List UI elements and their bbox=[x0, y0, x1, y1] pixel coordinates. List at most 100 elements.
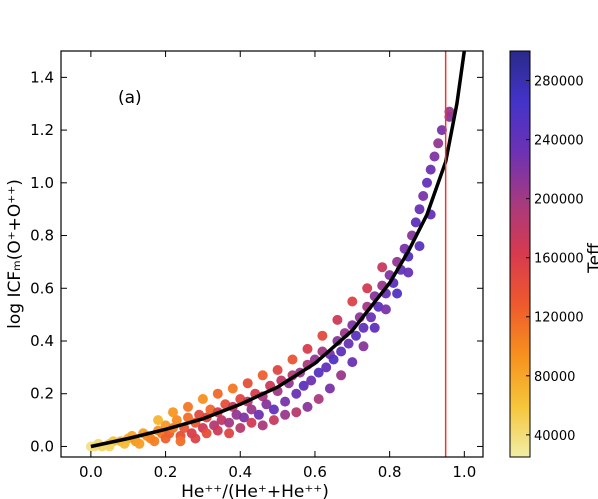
scatter-point bbox=[373, 301, 384, 312]
colorbar-tick-label: 40000 bbox=[534, 429, 575, 444]
colorbar-tick-label: 120000 bbox=[534, 311, 584, 326]
x-tick-label: 0.2 bbox=[154, 463, 178, 481]
scatter-point bbox=[313, 367, 324, 378]
colorbar-tick-label: 280000 bbox=[534, 75, 584, 90]
scatter-point bbox=[239, 412, 249, 423]
scatter-point bbox=[268, 415, 279, 426]
scatter-point bbox=[313, 394, 324, 404]
scatter-point bbox=[392, 288, 403, 299]
colorbar-tick-label: 240000 bbox=[534, 134, 584, 149]
x-tick-label: 0.0 bbox=[79, 463, 103, 481]
scatter-point bbox=[347, 296, 358, 307]
scatter-point bbox=[369, 322, 380, 333]
colorbar-tick-label: 80000 bbox=[534, 370, 575, 385]
scatter-point bbox=[183, 412, 193, 423]
scatter-point bbox=[224, 428, 235, 439]
x-tick-label: 0.4 bbox=[228, 463, 252, 481]
x-tick-label: 0.6 bbox=[303, 463, 327, 481]
scatter-point bbox=[422, 177, 432, 188]
y-axis-ticks: 0.0 0.2 0.4 0.6 0.8 1.0 1.2 1.4 bbox=[30, 68, 483, 455]
scatter-point bbox=[224, 417, 235, 428]
y-tick-label: 1.0 bbox=[30, 174, 54, 192]
colorbar-tick-label: 160000 bbox=[534, 252, 584, 267]
x-axis-label: He⁺⁺/(He⁺+He⁺⁺) bbox=[181, 482, 329, 499]
x-axis-ticks: 0.0 0.2 0.4 0.6 0.8 1.0 bbox=[79, 51, 476, 481]
colorbar bbox=[509, 50, 531, 458]
scatter-point bbox=[227, 383, 238, 394]
scatter-point bbox=[433, 138, 444, 149]
scatter-point bbox=[231, 409, 242, 420]
scatter-point bbox=[321, 362, 332, 373]
x-tick-label: 0.8 bbox=[378, 463, 402, 481]
scatter-point bbox=[358, 322, 369, 333]
y-tick-label: 1.4 bbox=[30, 68, 54, 86]
colorbar-tick-label: 200000 bbox=[534, 193, 584, 208]
scatter-point bbox=[175, 436, 186, 447]
y-axis-label: log ICFₘ(O⁺+O⁺⁺) bbox=[5, 179, 25, 329]
scatter-point bbox=[190, 433, 201, 444]
scatter-point bbox=[425, 164, 436, 175]
scatter-point bbox=[257, 370, 268, 381]
scatter-point bbox=[347, 357, 358, 368]
scatter-point bbox=[287, 354, 298, 365]
scatter-points bbox=[85, 106, 455, 452]
scatter-point bbox=[268, 404, 279, 415]
scatter-point bbox=[302, 401, 313, 412]
y-tick-label: 0.4 bbox=[30, 332, 54, 350]
y-tick-label: 0.2 bbox=[30, 385, 54, 403]
scatter-point bbox=[235, 423, 246, 433]
scatter-point bbox=[429, 151, 440, 162]
scatter-point bbox=[160, 433, 171, 444]
colorbar-ticks: 40000 80000 120000 160000 200000 240000 280000 bbox=[526, 75, 584, 444]
scatter-point bbox=[317, 330, 328, 341]
y-tick-label: 0.0 bbox=[30, 437, 54, 455]
scatter-point bbox=[358, 341, 369, 352]
scatter-point bbox=[343, 338, 354, 349]
scatter-point bbox=[253, 409, 264, 420]
scatter-point bbox=[366, 312, 376, 323]
scatter-point bbox=[351, 330, 361, 341]
scatter-point bbox=[242, 378, 253, 389]
scatter-point bbox=[257, 420, 268, 431]
scatter-point bbox=[246, 417, 257, 428]
y-tick-label: 0.6 bbox=[30, 279, 54, 297]
fit-curve bbox=[90, 51, 467, 449]
scatter-point bbox=[183, 401, 193, 412]
scatter-point bbox=[377, 262, 388, 273]
scatter-point bbox=[280, 409, 291, 420]
scatter-point bbox=[280, 396, 291, 407]
scatter-point bbox=[410, 217, 421, 228]
panel-annotation: (a) bbox=[118, 88, 142, 108]
scatter-point bbox=[436, 125, 447, 136]
scatter-point bbox=[332, 314, 343, 325]
scatter-point bbox=[362, 283, 373, 294]
scatter-point bbox=[414, 204, 425, 215]
scatter-point bbox=[149, 436, 160, 447]
y-tick-label: 1.2 bbox=[30, 121, 54, 139]
scatter-point bbox=[201, 428, 212, 439]
scatter-point bbox=[212, 388, 223, 399]
scatter-point bbox=[171, 415, 182, 426]
y-tick-label: 0.8 bbox=[30, 227, 54, 245]
scatter-point bbox=[216, 415, 227, 426]
colorbar-label: Teff bbox=[585, 242, 598, 274]
scatter-point bbox=[380, 304, 391, 315]
scatter-point bbox=[291, 388, 302, 399]
scatter-point bbox=[328, 354, 339, 365]
scatter-point bbox=[220, 399, 231, 410]
scatter-point bbox=[272, 365, 283, 375]
scatter-point bbox=[168, 407, 178, 418]
scatter-point bbox=[324, 383, 335, 394]
scatter-point bbox=[212, 425, 223, 436]
plot-frame bbox=[60, 50, 484, 458]
scatter-point bbox=[134, 438, 145, 449]
scatter-point bbox=[298, 380, 309, 391]
scatter-point bbox=[291, 407, 302, 418]
scatter-point bbox=[261, 399, 272, 410]
scatter-point bbox=[403, 267, 414, 278]
fit-curve-layer bbox=[90, 51, 467, 449]
scatter-point bbox=[246, 404, 257, 415]
scatter-point bbox=[302, 343, 313, 354]
scatter-point bbox=[336, 370, 347, 381]
